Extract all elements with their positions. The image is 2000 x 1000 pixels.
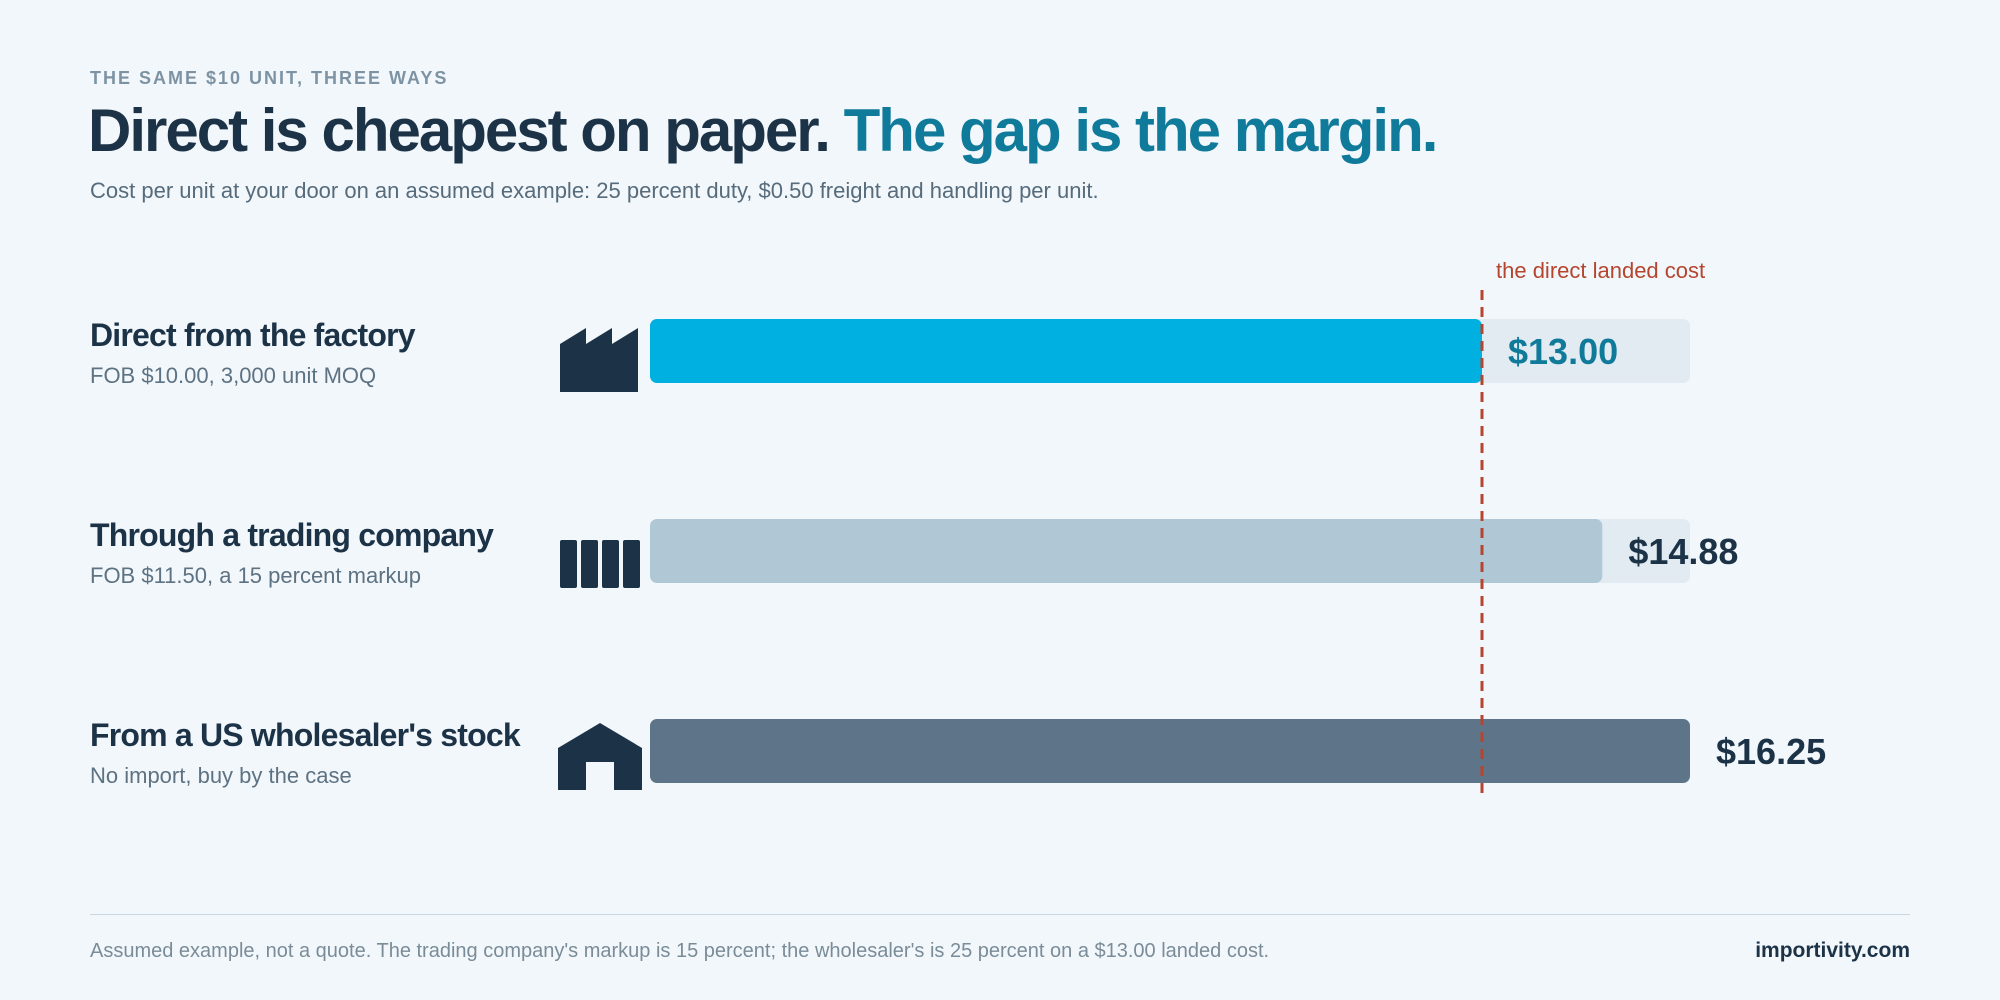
bar-direct: [650, 319, 1482, 383]
page-title: Direct is cheapest on paper. The gap is …: [88, 96, 1439, 165]
shipping-containers-icon: [560, 540, 640, 588]
reference-line-label: the direct landed cost: [1496, 258, 1706, 283]
value-label-direct: $13.00: [1508, 331, 1618, 372]
headline-main: Direct is cheapest on paper.: [88, 97, 831, 164]
footer-divider: [90, 914, 1910, 915]
row-subtitle-trading: FOB $11.50, a 15 percent markup: [90, 563, 421, 588]
value-label-trading: $14.88: [1628, 531, 1738, 572]
footer-note: Assumed example, not a quote. The tradin…: [90, 940, 1270, 962]
bar-trading: [650, 519, 1603, 583]
headline-accent: The gap is the margin.: [843, 97, 1439, 164]
bar-wholesaler: [650, 719, 1690, 783]
row-title-wholesaler: From a US wholesaler's stock: [90, 717, 521, 753]
row-title-direct: Direct from the factory: [90, 317, 416, 353]
eyebrow: THE SAME $10 UNIT, THREE WAYS: [90, 68, 449, 88]
warehouse-icon: [558, 723, 642, 790]
subtitle: Cost per unit at your door on an assumed…: [90, 178, 1099, 203]
row-subtitle-wholesaler: No import, buy by the case: [90, 763, 352, 788]
footer-brand: importivity.com: [1755, 939, 1910, 962]
row-title-trading: Through a trading company: [90, 517, 494, 553]
row-subtitle-direct: FOB $10.00, 3,000 unit MOQ: [90, 363, 377, 388]
factory-icon: [560, 328, 638, 392]
value-label-wholesaler: $16.25: [1716, 731, 1826, 772]
